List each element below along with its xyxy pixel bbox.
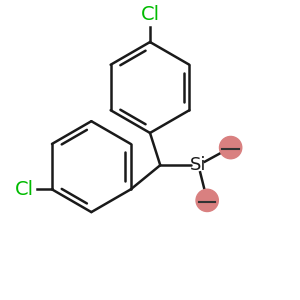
Text: Cl: Cl: [15, 180, 34, 199]
Text: Si: Si: [190, 156, 207, 174]
Text: Cl: Cl: [140, 5, 160, 24]
Circle shape: [196, 189, 218, 212]
Circle shape: [220, 136, 242, 159]
